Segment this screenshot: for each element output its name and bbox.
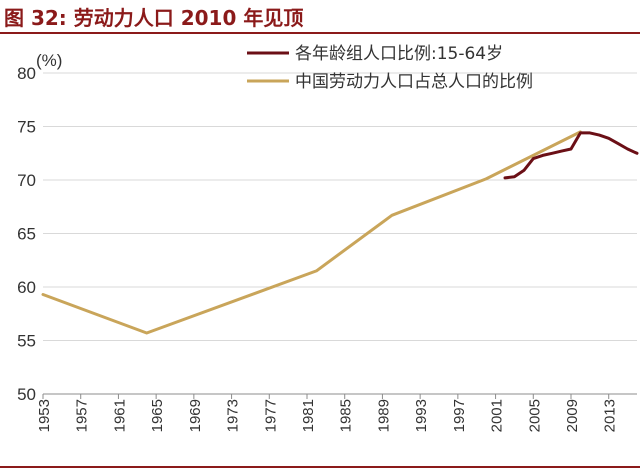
- legend-item-age-15-64-label: 各年龄组人口比例:15-64岁: [295, 44, 503, 64]
- x-tick-label: 1981: [300, 399, 317, 432]
- series-line-labor-force: [41, 130, 582, 335]
- chart-title: 图 32: 劳动力人口 2010 年见顶: [4, 6, 304, 30]
- y-axis-unit-label: (%): [36, 51, 62, 70]
- x-tick-label: 1989: [375, 399, 392, 432]
- y-tick-label: 50: [17, 385, 36, 404]
- y-axis-ticks: 50 55 60 65 70 75 80: [17, 64, 36, 404]
- series-line-age-15-64: [503, 131, 639, 180]
- x-axis-ticks: 1953 1957 1961 1965 1969 1973 1977 1981 1985 1989…: [36, 394, 619, 432]
- x-tick-label: 2001: [489, 399, 506, 432]
- x-tick-label: 1957: [74, 399, 91, 432]
- x-tick-label: 1965: [149, 399, 166, 432]
- x-tick-label: 1977: [262, 399, 279, 432]
- gridlines: [43, 72, 637, 395]
- y-tick-label: 55: [17, 332, 36, 351]
- y-tick-label: 65: [17, 225, 36, 244]
- x-tick-label: 1969: [187, 399, 204, 432]
- x-tick-label: 1985: [338, 399, 355, 432]
- x-tick-label: 1993: [413, 399, 430, 432]
- x-tick-label: 2005: [526, 399, 543, 432]
- title-divider: [0, 32, 640, 34]
- y-tick-label: 60: [17, 278, 36, 297]
- x-tick-label: 2009: [564, 399, 581, 432]
- series-lines: [41, 130, 639, 335]
- y-tick-label: 70: [17, 171, 36, 190]
- x-tick-label: 1997: [451, 399, 468, 432]
- bottom-divider: [0, 466, 640, 468]
- y-tick-label: 75: [17, 118, 36, 137]
- x-tick-label: 1961: [111, 399, 128, 432]
- x-tick-label: 2013: [602, 399, 619, 432]
- x-tick-label: 1953: [36, 399, 53, 432]
- y-tick-label: 80: [17, 64, 36, 83]
- legend-item-labor-force-label: 中国劳动力人口占总人口的比例: [295, 72, 533, 92]
- x-tick-label: 1973: [225, 399, 242, 432]
